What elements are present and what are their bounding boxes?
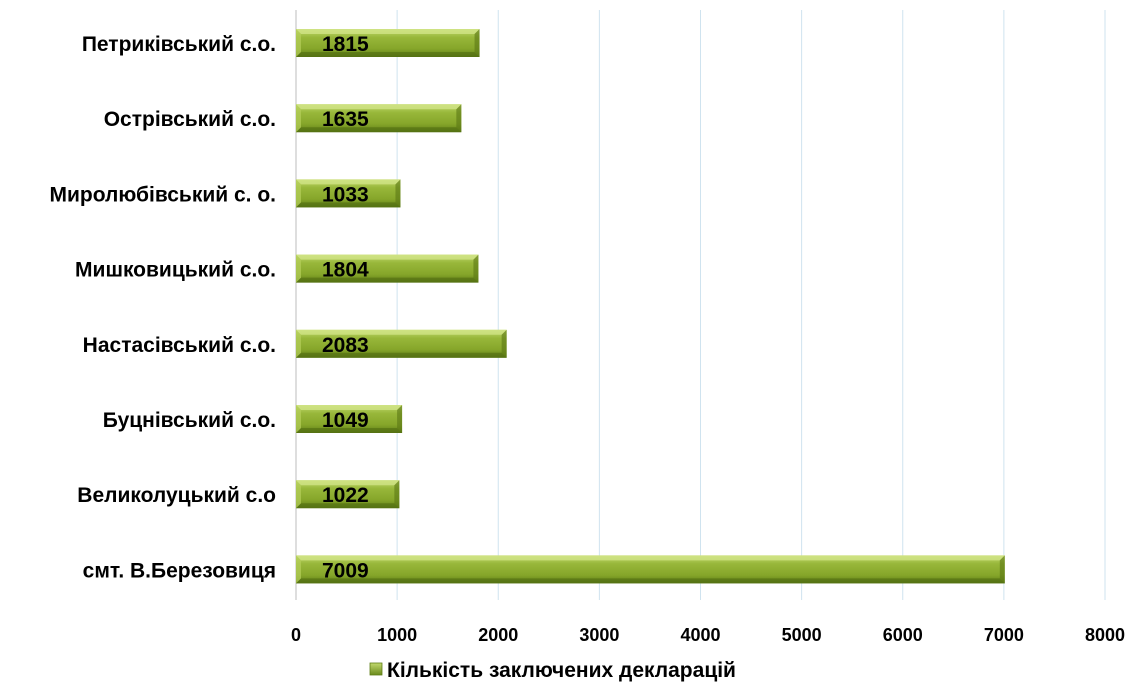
bar-group: 1049 bbox=[296, 405, 403, 433]
bar-bevel-bottom bbox=[296, 428, 403, 433]
bars: 1815 1635 1033 1804 2083 1049 1022 7009 bbox=[296, 29, 1005, 584]
x-tick-label: 0 bbox=[291, 625, 301, 645]
category-label: Великолуцький с.о bbox=[77, 484, 276, 507]
bar-bevel-left bbox=[296, 329, 301, 358]
data-label: 1635 bbox=[322, 108, 369, 131]
bar-bevel-top bbox=[296, 179, 401, 185]
category-labels: Петриківський с.о. Острівський с.о. Миролю… bbox=[50, 33, 277, 582]
bar-bevel-top bbox=[296, 29, 480, 34]
legend-marker bbox=[369, 662, 383, 676]
bar-bevel-right bbox=[395, 179, 401, 208]
category-label: Мишковицький с.о. bbox=[75, 259, 276, 282]
category-label: Петриківський с.о. bbox=[82, 33, 276, 56]
x-axis-tick-labels: 0 1000 2000 3000 4000 5000 6000 7000 8000 bbox=[291, 625, 1125, 645]
bar-bevel-left bbox=[296, 405, 301, 433]
category-label: Острівський с.о. bbox=[104, 108, 276, 131]
bar-group: 7009 bbox=[296, 555, 1005, 584]
bar-bevel-bottom bbox=[296, 127, 462, 133]
bar-group: 1635 bbox=[296, 104, 462, 133]
bar-group: 1804 bbox=[296, 254, 479, 283]
bar-bevel-left bbox=[296, 555, 301, 584]
bar-bevel-bottom bbox=[296, 578, 1005, 584]
data-label: 1033 bbox=[322, 183, 369, 206]
data-label: 7009 bbox=[322, 559, 369, 582]
bar-bevel-right bbox=[456, 104, 462, 133]
x-tick-label: 2000 bbox=[478, 625, 518, 645]
data-label: 1815 bbox=[322, 33, 369, 56]
category-label: Миролюбівський с. о. bbox=[50, 183, 277, 206]
bar-group: 2083 bbox=[296, 329, 507, 358]
bar-bevel-right bbox=[394, 480, 400, 509]
bar-bevel-left bbox=[296, 480, 301, 509]
x-tick-label: 1000 bbox=[377, 625, 417, 645]
x-tick-label: 6000 bbox=[883, 625, 923, 645]
legend: Кількість заключених декларацій bbox=[369, 659, 736, 682]
data-label: 2083 bbox=[322, 334, 369, 357]
bar-bevel-top bbox=[296, 104, 462, 110]
bar-bevel-bottom bbox=[296, 52, 480, 57]
bar-bevel-left bbox=[296, 104, 301, 133]
bar-bevel-left bbox=[296, 254, 301, 283]
data-label: 1022 bbox=[322, 484, 369, 507]
x-tick-label: 5000 bbox=[782, 625, 822, 645]
category-label: смт. В.Березовиця bbox=[83, 559, 276, 582]
bar-bevel-bottom bbox=[296, 202, 401, 208]
bar-bevel-left bbox=[296, 179, 301, 208]
bar-bevel-top bbox=[296, 254, 479, 260]
bar-bevel-bottom bbox=[296, 352, 507, 358]
bar-bevel-right bbox=[397, 405, 403, 433]
bar-bevel-top bbox=[296, 329, 507, 335]
x-tick-label: 4000 bbox=[680, 625, 720, 645]
category-label: Буцнівський с.о. bbox=[103, 409, 276, 432]
data-label: 1804 bbox=[322, 259, 369, 282]
bar-bevel-right bbox=[473, 254, 479, 283]
x-tick-label: 8000 bbox=[1085, 625, 1125, 645]
grid-lines bbox=[295, 10, 1106, 600]
data-label: 1049 bbox=[322, 409, 369, 432]
bar-bevel-bottom bbox=[296, 277, 479, 283]
bar-group: 1815 bbox=[296, 29, 480, 57]
bar-bevel-right bbox=[474, 29, 480, 57]
bar-bevel-bottom bbox=[296, 503, 400, 509]
x-tick-label: 7000 bbox=[984, 625, 1024, 645]
category-label: Настасівський с.о. bbox=[83, 334, 276, 357]
bar-bevel-right bbox=[999, 555, 1005, 584]
bar-bevel-top bbox=[296, 405, 403, 410]
bar-bevel-top bbox=[296, 480, 400, 486]
bar-bevel-left bbox=[296, 29, 301, 57]
bar-bevel-top bbox=[296, 555, 1005, 561]
bar-bevel-right bbox=[501, 329, 507, 358]
bar-group: 1022 bbox=[296, 480, 400, 509]
bar-group: 1033 bbox=[296, 179, 401, 208]
x-tick-label: 3000 bbox=[579, 625, 619, 645]
legend-label: Кількість заключених декларацій bbox=[387, 659, 736, 682]
